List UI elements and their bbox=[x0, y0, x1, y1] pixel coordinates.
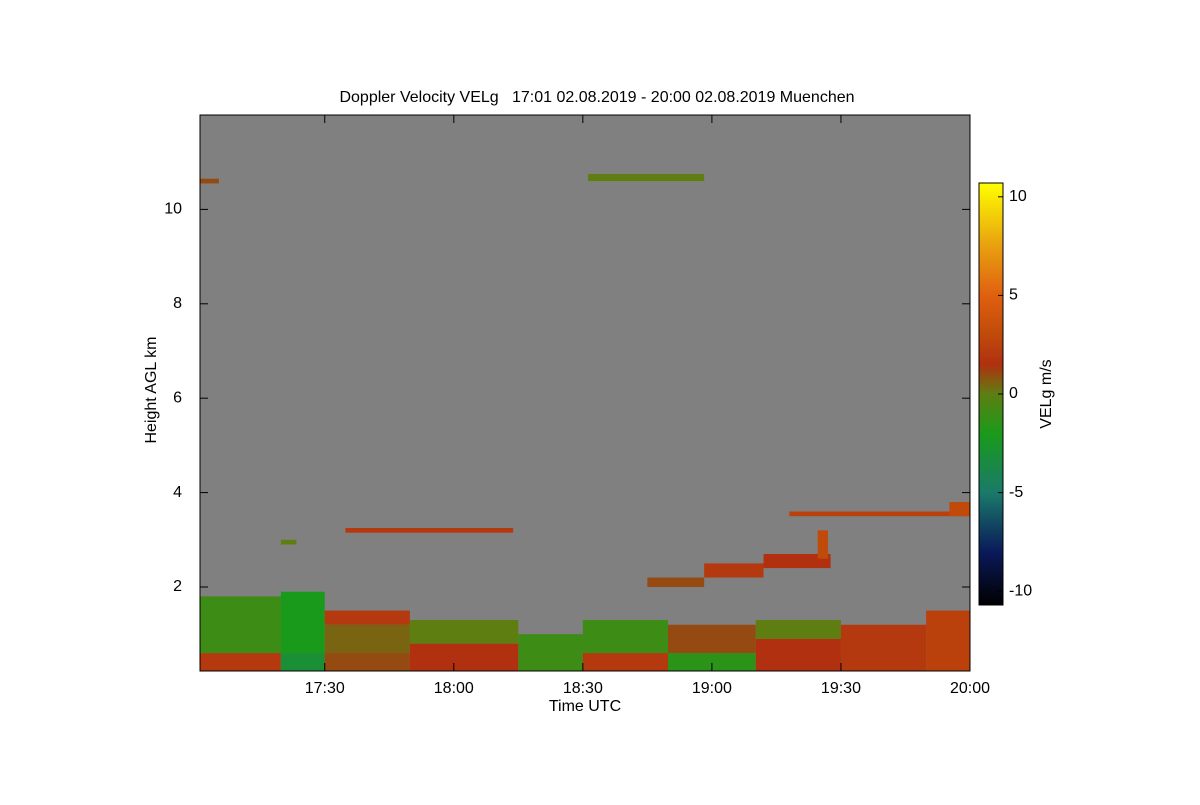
echo-cell bbox=[755, 620, 841, 639]
echo-cell bbox=[280, 653, 325, 671]
echo-cell bbox=[817, 530, 829, 559]
echo-cell bbox=[704, 563, 764, 578]
y-tick-label: 2 bbox=[173, 578, 182, 595]
echo-cell bbox=[763, 553, 831, 569]
colorbar-tick-label: -10 bbox=[1009, 582, 1032, 599]
echo-cell bbox=[280, 591, 325, 654]
y-tick-label: 10 bbox=[164, 201, 182, 218]
echo-cell bbox=[409, 643, 519, 671]
echo-cell bbox=[840, 624, 927, 671]
x-tick-label: 19:00 bbox=[692, 680, 732, 697]
echo-cell bbox=[409, 620, 519, 644]
echo-cell bbox=[324, 653, 410, 671]
echo-cell bbox=[647, 577, 705, 587]
x-tick-label: 18:00 bbox=[434, 680, 474, 697]
echo-cell bbox=[518, 634, 583, 671]
plot-background bbox=[200, 115, 970, 671]
echo-cell bbox=[755, 638, 841, 671]
echo-cell bbox=[582, 620, 669, 654]
x-tick-label: 18:30 bbox=[563, 680, 603, 697]
echo-cell bbox=[789, 511, 970, 517]
chart-title: Doppler Velocity VELg 17:01 02.08.2019 -… bbox=[339, 89, 854, 106]
colorbar-tick-label: 10 bbox=[1009, 188, 1027, 205]
echo-cell bbox=[324, 610, 410, 625]
colorbar-label: VELg m/s bbox=[1038, 359, 1055, 428]
echo-cell bbox=[668, 624, 756, 654]
x-tick-label: 20:00 bbox=[950, 680, 990, 697]
echo-cell bbox=[200, 596, 281, 654]
echo-cell bbox=[949, 502, 970, 517]
echo-cell bbox=[588, 173, 705, 182]
echo-cell bbox=[280, 539, 297, 545]
echo-cell bbox=[582, 653, 669, 671]
echo-cell bbox=[668, 653, 756, 671]
colorbar-tick-label: 0 bbox=[1009, 385, 1018, 402]
colorbar-tick-label: 5 bbox=[1009, 287, 1018, 304]
x-tick-label: 17:30 bbox=[305, 680, 345, 697]
echo-cell bbox=[200, 653, 281, 671]
y-tick-label: 8 bbox=[173, 295, 182, 312]
y-axis-label: Height AGL km bbox=[143, 336, 160, 443]
x-tick-label: 19:30 bbox=[821, 680, 861, 697]
y-tick-label: 6 bbox=[173, 389, 182, 406]
y-tick-label: 4 bbox=[173, 484, 182, 501]
echo-cell bbox=[324, 624, 410, 654]
x-axis-label: Time UTC bbox=[549, 698, 621, 715]
plot-frame bbox=[199, 114, 971, 672]
echo-cell bbox=[345, 527, 514, 533]
echo-cell bbox=[200, 178, 219, 184]
colorbar-tick-label: -5 bbox=[1009, 484, 1023, 501]
echo-cell bbox=[926, 610, 970, 671]
